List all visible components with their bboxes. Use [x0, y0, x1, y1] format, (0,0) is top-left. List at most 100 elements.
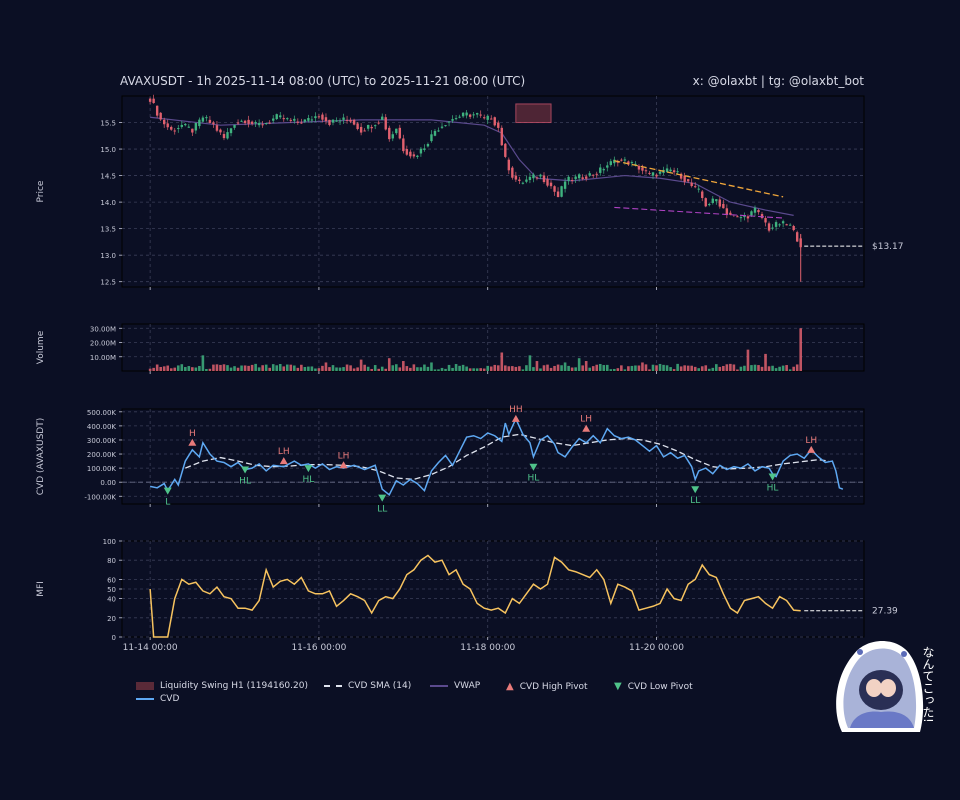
cvd-ytick-label: 0.00: [100, 479, 116, 487]
cvd-panel: -100.00K 0.00 100.00K 200.00K 300.00K 400.00K…: [36, 405, 865, 515]
volume-bar: [693, 366, 697, 371]
volume-bar: [595, 364, 599, 371]
candle-body: [314, 116, 317, 119]
candle-body: [729, 212, 732, 215]
candle-body: [342, 117, 345, 120]
volume-bar: [482, 368, 486, 371]
volume-bar: [458, 365, 461, 371]
candle-body: [686, 179, 690, 182]
cvd-low-pivot-marker: [768, 473, 777, 481]
volume-bar: [402, 361, 405, 371]
legend-cvd-sma: CVD SMA (14): [324, 681, 411, 691]
candle-body: [187, 126, 191, 128]
candle-body: [679, 173, 683, 179]
candle-body: [243, 120, 247, 124]
volume-bar: [567, 365, 570, 371]
cvd-ytick-label: 500.00K: [87, 409, 116, 417]
candle-body: [454, 118, 458, 120]
volume-bar: [525, 365, 528, 371]
candle-body: [539, 174, 542, 177]
volume-bar: [278, 364, 282, 371]
candle-body: [447, 121, 451, 123]
legend: Liquidity Swing H1 (1194160.20) CVD CVD …: [136, 678, 736, 718]
volume-panel: 10.00M 20.00M 30.00M Volume: [36, 323, 865, 374]
volume-bar: [236, 367, 240, 371]
volume-bar: [707, 368, 711, 371]
candle-body: [268, 122, 271, 124]
volume-bar: [623, 369, 627, 371]
volume-bar: [247, 365, 250, 371]
volume-bar: [679, 366, 683, 371]
cvd-high-pivot-label: HH: [509, 405, 523, 415]
cvd-low-pivot-label: LL: [690, 496, 700, 506]
volume-bar: [788, 369, 792, 371]
candle-body: [486, 115, 489, 120]
candle-body: [676, 171, 679, 173]
volume-bar: [240, 365, 243, 371]
price-ytick-label: 14.0: [100, 199, 116, 207]
volume-frame: [121, 323, 865, 372]
volume-bar: [250, 364, 254, 371]
candle-body: [609, 161, 613, 165]
candle-body: [162, 119, 166, 125]
volume-bar: [331, 365, 335, 371]
candle-body: [416, 155, 419, 158]
volume-bar: [577, 358, 581, 371]
candle-body: [240, 120, 243, 122]
volume-bar: [198, 365, 201, 371]
candle-body: [412, 154, 416, 157]
cvd-sma-swatch: [324, 685, 342, 687]
upper-trendline: [614, 160, 784, 198]
candle-body: [757, 210, 760, 213]
candle-body: [479, 114, 482, 116]
volume-bar: [222, 364, 226, 371]
volume-bar: [518, 366, 521, 371]
volume-bar: [686, 365, 690, 371]
candle-body: [690, 182, 693, 187]
candle-body: [722, 203, 725, 209]
candle-body: [792, 225, 795, 231]
mascot-caption: なんてこった!: [921, 646, 935, 723]
candle-body: [746, 216, 750, 219]
candle-body: [739, 217, 743, 219]
volume-bar: [324, 362, 328, 371]
volume-bar: [243, 365, 247, 371]
candle-body: [602, 169, 605, 171]
candle-body: [317, 116, 321, 118]
candle-body: [500, 127, 503, 146]
volume-bar: [588, 367, 592, 371]
candle-body: [672, 170, 676, 173]
candle-body: [553, 186, 556, 192]
volume-bar: [672, 369, 676, 371]
candle-body: [595, 173, 598, 175]
volume-bar: [328, 367, 331, 371]
vwap-swatch: [430, 685, 448, 687]
volume-ytick-label: 30.00M: [90, 325, 116, 333]
hooded-character-sticker-icon: なんてこった!: [836, 640, 935, 732]
candle-body: [264, 123, 268, 125]
price-frame: [121, 95, 865, 288]
candle-body: [226, 132, 229, 139]
candle-body: [370, 126, 373, 129]
mfi-line: [149, 554, 801, 638]
candle-body: [191, 128, 194, 133]
candle-body: [405, 149, 409, 155]
cvd-frame: [121, 408, 865, 505]
volume-bar: [345, 364, 349, 371]
candle-body: [198, 119, 201, 127]
volume-bar: [261, 365, 264, 371]
candle-body: [377, 122, 380, 124]
volume-bar: [289, 364, 293, 371]
candle-body: [778, 224, 781, 226]
legend-low-pivot-label: CVD Low Pivot: [627, 681, 693, 692]
cvd-high-pivot-marker: [339, 461, 348, 469]
candle-body: [715, 199, 718, 202]
lower-trendline: [614, 206, 784, 219]
candle-body: [511, 167, 514, 178]
candle-body: [391, 134, 394, 139]
volume-ytick-label: 20.00M: [90, 340, 116, 348]
volume-bar: [416, 367, 419, 371]
candle-body: [423, 148, 426, 150]
volume-bar: [711, 367, 715, 371]
volume-bar: [542, 365, 546, 371]
